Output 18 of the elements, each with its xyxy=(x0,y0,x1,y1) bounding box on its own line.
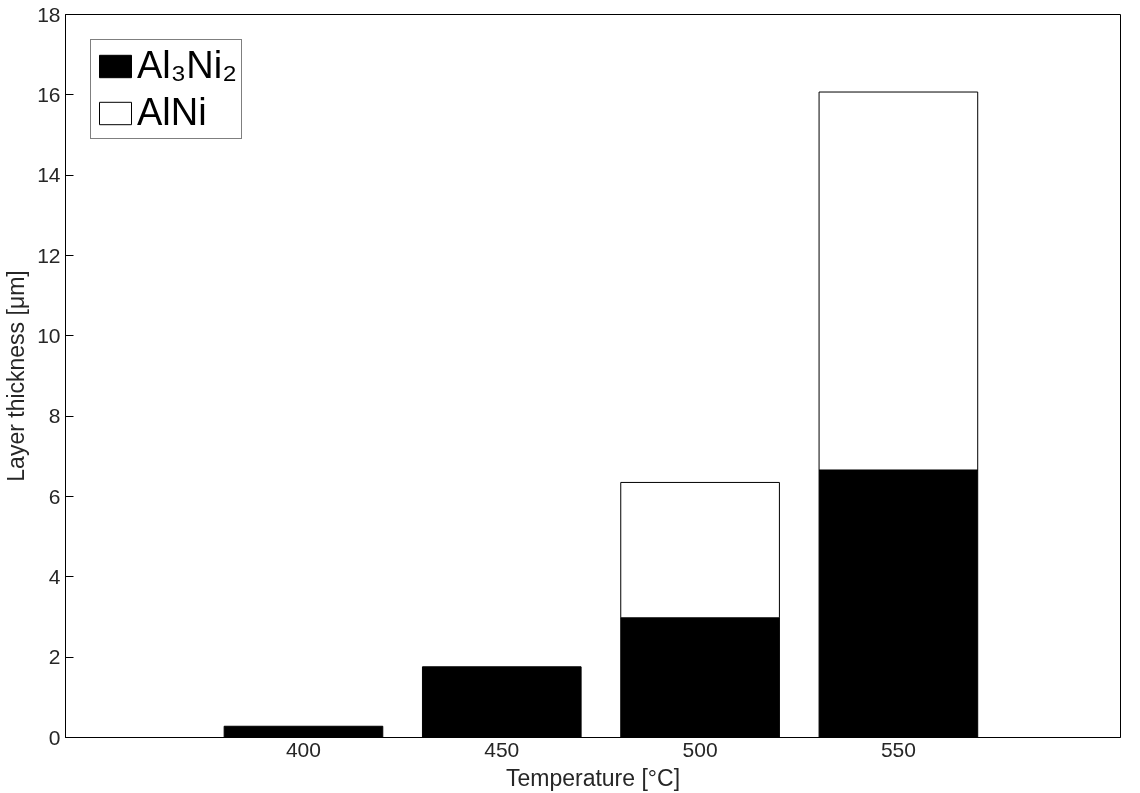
x-tick-label: 450 xyxy=(484,737,520,761)
legend-label: AlNi xyxy=(137,91,207,134)
y-axis-title: Layer thickness [μm] xyxy=(3,270,30,482)
y-tick-label: 18 xyxy=(37,2,61,26)
y-tick-label: 16 xyxy=(37,82,61,106)
y-tick-label: 6 xyxy=(48,484,61,508)
x-tick-label: 500 xyxy=(682,737,718,761)
legend-label: Al₃Ni₂ xyxy=(137,44,237,87)
x-tick-label: 550 xyxy=(880,737,916,761)
y-tick-label: 10 xyxy=(37,323,61,347)
y-tick-label: 12 xyxy=(37,243,61,267)
y-tick-label: 14 xyxy=(37,163,61,187)
x-axis-title: Temperature [°C] xyxy=(505,764,681,791)
y-tick-label: 0 xyxy=(48,725,61,749)
x-tick-label: 400 xyxy=(285,737,321,761)
y-tick-label: 4 xyxy=(48,564,61,588)
y-tick-label: 8 xyxy=(48,404,61,428)
y-tick-label: 2 xyxy=(48,645,61,669)
